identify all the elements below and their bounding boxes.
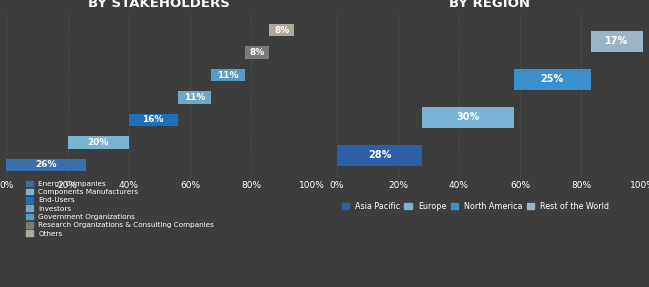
Bar — [422, 107, 514, 128]
Text: 30%: 30% — [457, 112, 480, 122]
Bar — [514, 69, 591, 90]
Bar — [212, 69, 245, 81]
Text: 11%: 11% — [184, 93, 205, 102]
Text: 11%: 11% — [217, 71, 239, 79]
Bar — [6, 159, 86, 171]
Bar — [67, 136, 129, 149]
Text: 26%: 26% — [36, 160, 57, 169]
Bar — [129, 114, 178, 126]
Title: BY STAKEHOLDERS: BY STAKEHOLDERS — [88, 0, 230, 10]
Text: 8%: 8% — [250, 48, 265, 57]
Legend: Energy Companies, Components Manufacturers, End-Users, Investors, Government Org: Energy Companies, Components Manufacture… — [25, 180, 215, 237]
Bar — [337, 145, 422, 166]
Bar — [178, 91, 212, 104]
Text: 17%: 17% — [605, 36, 628, 46]
Bar — [591, 30, 643, 52]
Text: 8%: 8% — [274, 26, 289, 34]
Bar — [269, 24, 294, 36]
Text: 20%: 20% — [88, 138, 109, 147]
Text: 28%: 28% — [368, 150, 391, 160]
Text: 25%: 25% — [541, 74, 564, 84]
Text: 16%: 16% — [143, 115, 164, 125]
Title: BY REGION: BY REGION — [449, 0, 530, 10]
Legend: Asia Pacific, Europe, North America, Rest of the World: Asia Pacific, Europe, North America, Res… — [341, 201, 610, 212]
Bar — [245, 46, 269, 59]
